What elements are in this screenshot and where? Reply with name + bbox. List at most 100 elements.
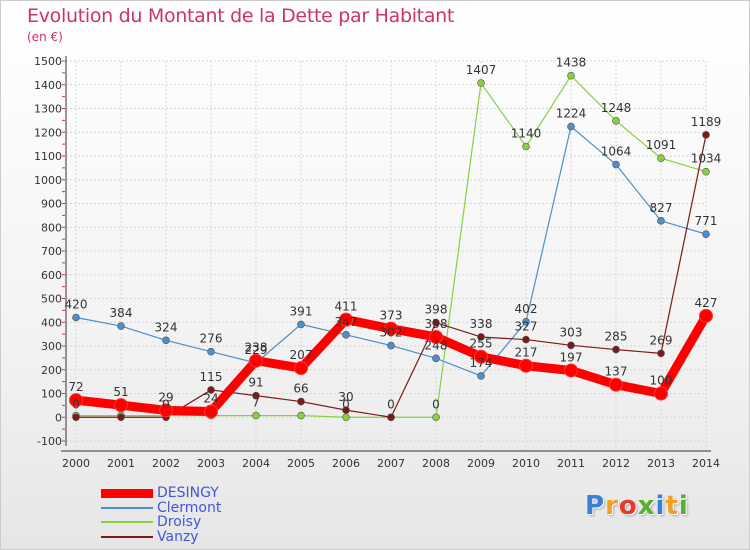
y-tick-label: 1400 [34,79,62,92]
y-tick-label: 500 [41,293,62,306]
y-tick-label: 1000 [34,174,62,187]
data-label: 217 [515,346,538,360]
data-point [114,398,128,413]
data-label: 411 [335,300,358,314]
data-point [702,230,710,238]
data-point [432,318,440,327]
legend: DESINGY Clermont Droisy Vanzy [101,486,221,544]
x-tick-label: 2005 [287,457,315,470]
data-label: 197 [560,350,583,364]
data-point [294,361,308,376]
x-tick-label: 2013 [647,457,675,470]
legend-label: Vanzy [157,528,199,545]
data-label: 1034 [691,152,722,166]
data-point [567,71,575,80]
grid-layer [66,60,707,451]
y-tick-label: 1500 [34,55,62,68]
x-tick-label: 2000 [62,457,90,470]
data-label: 302 [380,326,403,340]
data-label: 1407 [466,63,497,77]
data-point [339,312,353,327]
data-label: 1064 [601,145,632,159]
series-clermont [72,122,710,380]
legend-label: Clermont [157,499,222,516]
data-label: 66 [293,382,308,396]
y-tick-label: 600 [41,269,62,282]
data-point [702,131,710,139]
data-label: 7 [252,396,260,410]
y-tick-label: 1100 [34,150,62,163]
chart-title: Evolution du Montant de la Dette par Hab… [27,5,455,27]
data-point [297,397,305,406]
data-point [657,217,665,225]
x-tick-label: 2003 [197,457,225,470]
logo-letter: t [665,491,679,521]
data-point [207,386,215,394]
data-label: 285 [605,330,628,344]
data-point [432,413,440,422]
data-label: 0 [342,397,350,411]
y-tick-label: 200 [41,364,62,377]
data-point [162,336,170,345]
data-label: 229 [245,343,268,357]
data-label: 269 [650,333,673,347]
data-label: 0 [387,397,395,411]
data-label: 338 [470,317,493,331]
data-point [432,354,440,363]
data-point [657,349,665,358]
series-layer [69,71,713,422]
data-label: 29 [158,390,173,404]
data-label: 72 [68,380,83,394]
legend-swatch [101,488,153,498]
series-desingy [69,308,713,419]
data-label: 207 [290,348,313,362]
x-tick-label: 2007 [377,457,405,470]
data-label: 384 [110,306,133,320]
data-label: 324 [155,320,178,334]
legend-item-desingy: DESINGY [101,486,221,501]
data-point [69,393,83,408]
logo-letter: x [637,491,656,521]
data-point [387,341,395,350]
data-point [207,347,215,356]
data-point [702,167,710,176]
data-point [612,160,620,169]
data-point [477,372,485,380]
data-label: 1140 [511,127,542,141]
x-tick-label: 2012 [602,457,630,470]
data-label: 338 [425,317,448,331]
data-label: 327 [515,320,538,334]
data-point [252,391,260,400]
data-label: 1248 [601,101,632,115]
data-label: 174 [470,356,493,370]
data-label: 420 [65,298,88,312]
data-point [249,353,263,368]
data-label: 255 [470,337,493,351]
data-label: 91 [248,376,263,390]
data-point [522,317,530,326]
x-tick-label: 2001 [107,457,135,470]
data-point [72,413,80,422]
legend-swatch [101,535,153,538]
data-label: 771 [695,214,718,228]
data-label: 427 [695,296,718,310]
data-point [342,331,350,339]
x-tick-label: 2009 [467,457,495,470]
data-label: 827 [650,201,673,215]
logo-letter: P [585,491,606,521]
data-label: 100 [650,374,673,388]
data-point [72,313,80,322]
y-tick-label: 0 [55,411,62,424]
data-point [567,122,575,131]
data-point [477,333,485,341]
data-point [387,413,395,422]
logo-letter: r [605,491,619,521]
data-label: 115 [200,370,223,384]
proxiti-logo: Proxiti [585,491,689,521]
data-label: 276 [200,332,223,346]
logo-letter: i [655,491,666,521]
x-tick-label: 2014 [692,457,720,470]
data-label: 1438 [556,56,587,70]
data-label: 1224 [556,107,587,121]
